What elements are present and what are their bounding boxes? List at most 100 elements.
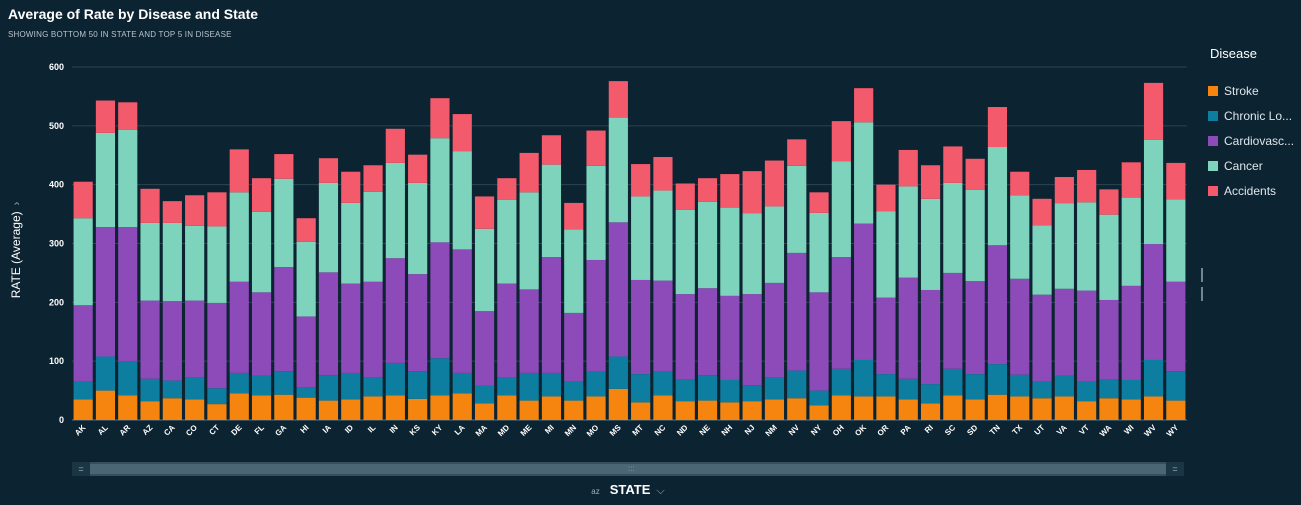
bar-segment[interactable] [586,396,606,420]
bar-segment[interactable] [631,279,651,375]
bar-segment[interactable] [653,395,673,420]
bar-segment[interactable] [251,211,272,293]
bar-segment[interactable] [742,385,762,402]
bar-segment[interactable] [408,371,428,399]
bar-segment[interactable] [608,222,628,357]
bar-segment[interactable] [363,165,383,192]
bar-segment[interactable] [185,399,205,420]
bar-segment[interactable] [809,192,829,213]
bar-segment[interactable] [341,202,361,284]
bar-segment[interactable] [73,305,93,382]
bar-segment[interactable] [697,400,718,420]
bar-segment[interactable] [73,218,93,306]
bar-segment[interactable] [497,395,517,420]
bar-segment[interactable] [408,274,428,372]
bar-segment[interactable] [675,294,695,380]
bar-segment[interactable] [764,206,785,283]
bar-segment[interactable] [1054,375,1074,397]
bar-segment[interactable] [943,182,963,273]
legend-resize-handle[interactable] [1201,268,1208,301]
bar-segment[interactable] [251,292,272,376]
bar-segment[interactable] [296,316,316,388]
bar-segment[interactable] [742,213,762,295]
bar-segment[interactable] [207,192,227,227]
bar-segment[interactable] [162,380,182,399]
bar-segment[interactable] [95,132,116,228]
bar-segment[interactable] [341,372,361,400]
bar-segment[interactable] [474,228,495,312]
bar-segment[interactable] [943,368,963,396]
bar-segment[interactable] [118,227,138,362]
bar-segment[interactable] [1032,198,1052,226]
bar-segment[interactable] [474,403,495,420]
bar-segment[interactable] [987,394,1008,420]
bar-segment[interactable] [430,98,450,139]
bar-segment[interactable] [586,130,606,166]
bar-segment[interactable] [162,398,182,420]
bar-segment[interactable] [898,277,918,379]
bar-segment[interactable] [497,178,517,200]
bar-segment[interactable] [608,117,628,223]
scroll-thumb[interactable]: ::: [90,464,1166,474]
bar-segment[interactable] [876,211,896,298]
bar-segment[interactable] [564,229,584,313]
bar-segment[interactable] [965,158,985,190]
bar-segment[interactable] [541,164,562,258]
bar-segment[interactable] [1166,400,1186,420]
bar-segment[interactable] [631,402,651,420]
bar-segment[interactable] [519,152,539,193]
bar-segment[interactable] [363,191,383,282]
scroll-right-handle[interactable]: = [1166,462,1184,476]
bar-segment[interactable] [1121,399,1141,420]
bar-segment[interactable] [207,226,227,303]
bar-segment[interactable] [274,178,294,268]
bar-segment[interactable] [876,374,896,397]
bar-segment[interactable] [185,225,205,301]
scroll-left-handle[interactable]: = [72,462,90,476]
bar-segment[interactable] [452,393,472,420]
bar-segment[interactable] [943,395,963,420]
bar-segment[interactable] [1143,244,1164,360]
bar-segment[interactable] [541,372,562,397]
bar-segment[interactable] [854,88,874,123]
bar-segment[interactable] [452,372,472,394]
bars[interactable] [73,81,1186,421]
bar-segment[interactable] [452,114,472,152]
bar-segment[interactable] [653,280,673,372]
bar-segment[interactable] [318,272,339,376]
bar-segment[interactable] [764,399,785,420]
bar-segment[interactable] [697,178,718,202]
bar-segment[interactable] [987,147,1008,246]
bar-segment[interactable] [229,372,249,394]
bar-segment[interactable] [296,387,316,398]
bar-segment[interactable] [1166,199,1186,282]
bar-segment[interactable] [251,375,272,396]
bar-segment[interactable] [95,100,116,133]
bar-segment[interactable] [831,368,851,396]
bar-segment[interactable] [809,212,829,293]
bar-segment[interactable] [1010,195,1030,279]
bar-segment[interactable] [118,361,138,396]
bar-segment[interactable] [341,283,361,373]
bar-segment[interactable] [251,395,272,420]
bar-segment[interactable] [1143,359,1164,397]
bar-segment[interactable] [653,190,673,281]
bar-segment[interactable] [207,388,227,405]
bar-segment[interactable] [385,395,405,420]
bar-segment[interactable] [631,164,651,197]
bar-segment[interactable] [474,385,495,404]
bar-segment[interactable] [408,154,428,183]
bar-segment[interactable] [73,181,93,219]
bar-segment[interactable] [430,242,450,359]
bar-segment[interactable] [474,196,495,229]
bar-segment[interactable] [95,356,116,391]
bar-segment[interactable] [274,394,294,420]
bar-segment[interactable] [1054,396,1074,420]
bar-segment[interactable] [920,165,941,199]
bar-segment[interactable] [140,300,160,379]
bar-segment[interactable] [385,162,405,259]
bar-segment[interactable] [73,399,93,420]
chevron-right-icon[interactable]: › [11,201,23,206]
bar-segment[interactable] [118,129,138,228]
bar-segment[interactable] [809,405,829,420]
